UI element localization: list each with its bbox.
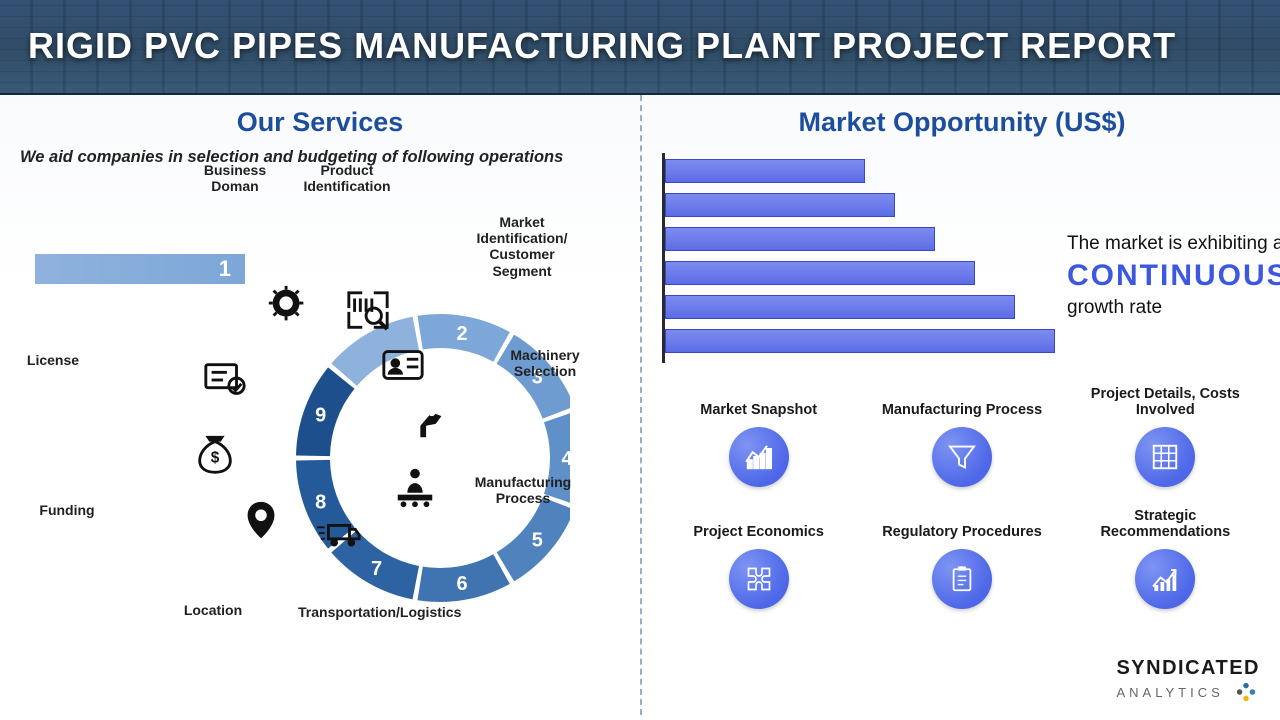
segment-label-7: Location: [158, 602, 268, 618]
wheel-svg: 23456789: [100, 222, 570, 692]
growth-line1: The market is exhibiting a: [1067, 233, 1280, 254]
growth-big: CONTINUOUS: [1067, 259, 1280, 293]
logo-text1: SYNDICATED: [1116, 657, 1260, 679]
brand-logo: SYNDICATED ANALYTICS: [1116, 657, 1260, 703]
report-section-3: Project Details, Costs Involved: [1069, 383, 1262, 487]
segment-label-6: Transportation/Logistics: [298, 604, 408, 620]
report-section-4: Project Economics: [662, 505, 855, 609]
services-wheel: 1 23456789 Business DomanProduct Identif…: [20, 172, 620, 652]
report-section-label: Strategic Recommendations: [1069, 505, 1262, 541]
puzzle-icon: [729, 549, 789, 609]
barcode-search-icon: [345, 287, 391, 333]
money-bag-icon: $: [192, 432, 238, 478]
segment-number-2: 2: [456, 323, 467, 345]
segment-number-4: 4: [561, 448, 570, 470]
report-section-2: Manufacturing Process: [865, 383, 1058, 487]
market-panel: Market Opportunity (US$) The market is e…: [640, 95, 1280, 715]
grid-icon: [1135, 427, 1195, 487]
market-bar-chart: [662, 153, 1052, 363]
segment-number-8: 8: [315, 492, 326, 514]
certificate-icon: [202, 357, 248, 403]
clipboard-icon: [932, 549, 992, 609]
report-section-5: Regulatory Procedures: [865, 505, 1058, 609]
worker-line-icon: [392, 464, 438, 510]
main-content: Our Services We aid companies in selecti…: [0, 95, 1280, 715]
growth-line2: growth rate: [1067, 297, 1162, 318]
segment-number-9: 9: [315, 405, 326, 427]
title-banner: RIGID PVC PIPES MANUFACTURING PLANT PROJ…: [0, 0, 1280, 95]
report-section-label: Manufacturing Process: [865, 383, 1058, 419]
growth-icon: [1135, 549, 1195, 609]
market-bar-2: [665, 193, 895, 217]
segment-label-8: Funding: [12, 502, 122, 518]
market-bar-6: [665, 329, 1055, 353]
services-heading: Our Services: [20, 107, 620, 138]
market-heading: Market Opportunity (US$): [662, 107, 1262, 138]
report-section-label: Project Economics: [662, 505, 855, 541]
services-panel: Our Services We aid companies in selecti…: [0, 95, 640, 715]
head-gear-icon: [265, 282, 311, 328]
report-section-label: Regulatory Procedures: [865, 505, 1058, 541]
segment-label-5: Manufacturing Process: [468, 474, 578, 506]
location-pin-icon: [238, 498, 284, 544]
id-card-icon: [380, 342, 426, 388]
segment-label-4: Machinery Selection: [490, 347, 600, 379]
segment-number-7: 7: [371, 558, 382, 580]
segment-label-9: License: [0, 352, 108, 368]
segment-label-3: Market Identification/ Customer Segment: [462, 214, 582, 278]
segment-number-5: 5: [532, 530, 543, 552]
report-section-1: Market Snapshot: [662, 383, 855, 487]
chart-icon: [729, 427, 789, 487]
report-section-label: Project Details, Costs Involved: [1069, 383, 1262, 419]
logo-text2: ANALYTICS: [1116, 685, 1223, 700]
funnel-icon: [932, 427, 992, 487]
segment-label-1: Business Doman: [180, 162, 290, 194]
logo-dots-icon: [1235, 681, 1257, 703]
market-bar-4: [665, 261, 975, 285]
page-title: RIGID PVC PIPES MANUFACTURING PLANT PROJ…: [0, 0, 1280, 67]
market-bar-5: [665, 295, 1015, 319]
segment-label-2: Product Identification: [292, 162, 402, 194]
market-bar-3: [665, 227, 935, 251]
report-section-label: Market Snapshot: [662, 383, 855, 419]
robot-arm-icon: [405, 397, 451, 443]
report-section-6: Strategic Recommendations: [1069, 505, 1262, 609]
report-sections-grid: Market Snapshot Manufacturing Process Proj…: [662, 383, 1262, 609]
svg-text:$: $: [211, 450, 220, 467]
market-bar-1: [665, 159, 865, 183]
segment-number-6: 6: [456, 573, 467, 595]
delivery-truck-icon: [315, 512, 361, 558]
growth-text: The market is exhibiting a CONTINUOUS gr…: [1067, 233, 1280, 319]
